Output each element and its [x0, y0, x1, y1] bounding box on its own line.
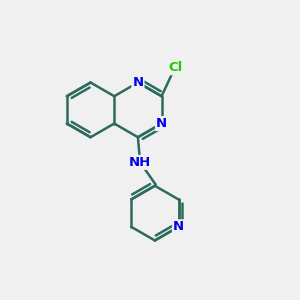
Text: N: N	[132, 76, 143, 89]
Text: N: N	[156, 117, 167, 130]
Text: Cl: Cl	[168, 61, 182, 74]
Text: N: N	[173, 220, 184, 233]
Text: NH: NH	[129, 156, 151, 169]
